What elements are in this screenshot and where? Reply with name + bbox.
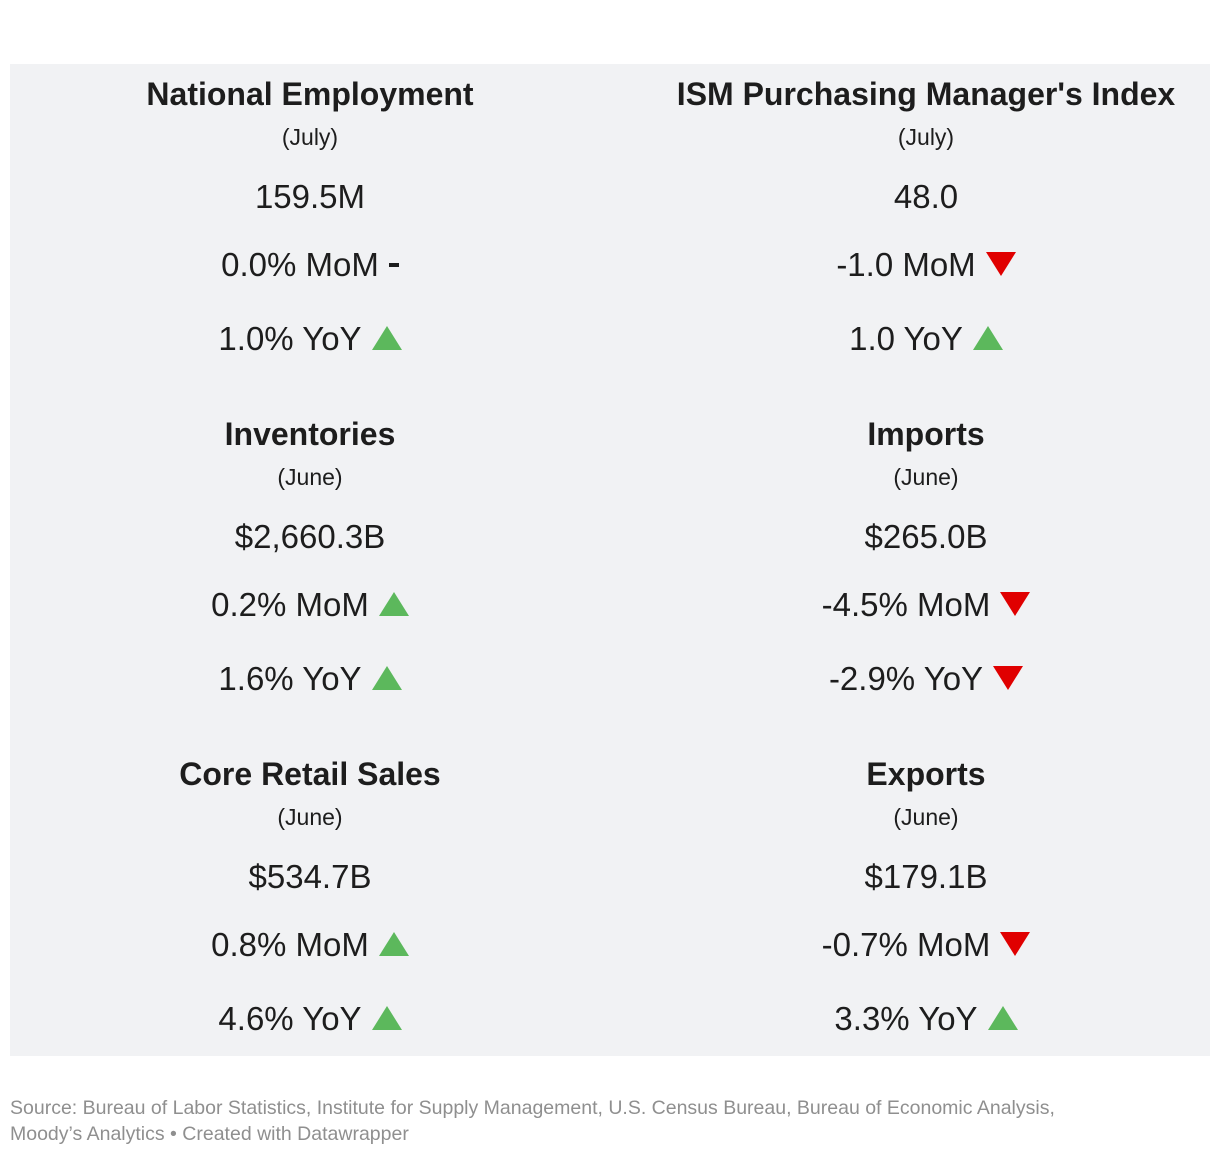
- up-triangle-icon: [378, 592, 409, 617]
- indicator-yoy-row: 1.6% YoY: [10, 659, 610, 699]
- indicator-title: Imports: [867, 416, 985, 452]
- down-triangle-icon: [993, 666, 1024, 691]
- indicator-panel: National Employment (July) 159.5M 0.0% M…: [10, 64, 1210, 1056]
- indicator-mom-row: 0.0% MoM: [10, 245, 610, 285]
- indicator-title: Inventories: [224, 416, 396, 452]
- up-triangle-icon: [987, 1006, 1018, 1031]
- indicator-title: Core Retail Sales: [179, 756, 441, 792]
- indicator-mom: -4.5% MoM: [821, 586, 991, 623]
- up-triangle-icon: [371, 1006, 402, 1031]
- source-note: Source: Bureau of Labor Statistics, Inst…: [10, 1095, 1210, 1147]
- indicator-mom: -0.7% MoM: [821, 926, 991, 963]
- indicator-yoy-row: 4.6% YoY: [10, 999, 610, 1039]
- indicator-title: ISM Purchasing Manager's Index: [676, 76, 1176, 112]
- indicator-period: (June): [277, 464, 343, 490]
- indicator-yoy: 1.6% YoY: [218, 660, 362, 697]
- indicator-yoy: 1.0% YoY: [218, 320, 362, 357]
- indicator-card-core-retail-sales: Core Retail Sales (June) $534.7B 0.8% Mo…: [10, 744, 610, 1084]
- up-triangle-icon: [371, 326, 402, 351]
- down-triangle-icon: [1000, 932, 1031, 957]
- indicator-period: (July): [897, 124, 955, 150]
- indicator-mom: 0.8% MoM: [211, 926, 369, 963]
- indicator-yoy: 3.3% YoY: [834, 1000, 978, 1037]
- indicator-yoy-row: 3.3% YoY: [626, 999, 1220, 1039]
- indicator-value: $2,660.3B: [234, 518, 386, 555]
- source-line-2: Moody’s Analytics • Created with Datawra…: [10, 1123, 409, 1145]
- indicator-mom: -1.0 MoM: [836, 246, 976, 283]
- indicator-card-national-employment: National Employment (July) 159.5M 0.0% M…: [10, 64, 610, 404]
- indicator-period: (June): [893, 464, 959, 490]
- indicator-card-imports: Imports (June) $265.0B -4.5% MoM -2.9% Y…: [626, 404, 1220, 744]
- indicator-card-exports: Exports (June) $179.1B -0.7% MoM 3.3% Yo…: [626, 744, 1220, 1084]
- up-triangle-icon: [371, 666, 402, 691]
- indicator-mom-row: -4.5% MoM: [626, 585, 1220, 625]
- up-triangle-icon: [972, 326, 1003, 351]
- indicator-card-inventories: Inventories (June) $2,660.3B 0.2% MoM 1.…: [10, 404, 610, 744]
- indicator-mom-row: 0.2% MoM: [10, 585, 610, 625]
- indicator-mom-row: 0.8% MoM: [10, 925, 610, 965]
- down-triangle-icon: [985, 252, 1016, 277]
- down-triangle-icon: [1000, 592, 1031, 617]
- flat-dash-icon: [388, 263, 399, 268]
- indicator-period: (July): [281, 124, 339, 150]
- indicator-mom: 0.0% MoM: [221, 246, 379, 283]
- indicator-title: National Employment: [146, 76, 474, 112]
- indicator-yoy: 4.6% YoY: [218, 1000, 362, 1037]
- indicator-mom: 0.2% MoM: [211, 586, 369, 623]
- indicator-value: $265.0B: [864, 518, 988, 555]
- indicator-yoy-row: 1.0 YoY: [626, 319, 1220, 359]
- indicator-yoy: -2.9% YoY: [828, 660, 984, 697]
- indicator-mom-row: -0.7% MoM: [626, 925, 1220, 965]
- indicator-yoy-row: -2.9% YoY: [626, 659, 1220, 699]
- indicator-value: $179.1B: [864, 858, 988, 895]
- source-line-1: Source: Bureau of Labor Statistics, Inst…: [10, 1097, 1055, 1119]
- up-triangle-icon: [378, 932, 409, 957]
- indicator-yoy: 1.0 YoY: [849, 320, 963, 357]
- indicator-card-ism-pmi: ISM Purchasing Manager's Index (July) 48…: [626, 64, 1220, 404]
- indicator-period: (June): [277, 804, 343, 830]
- indicator-period: (June): [893, 804, 959, 830]
- indicator-value: $534.7B: [248, 858, 372, 895]
- indicator-title: Exports: [866, 756, 986, 792]
- indicator-value: 48.0: [893, 178, 959, 215]
- indicator-yoy-row: 1.0% YoY: [10, 319, 610, 359]
- indicator-mom-row: -1.0 MoM: [626, 245, 1220, 285]
- indicator-value: 159.5M: [254, 178, 366, 215]
